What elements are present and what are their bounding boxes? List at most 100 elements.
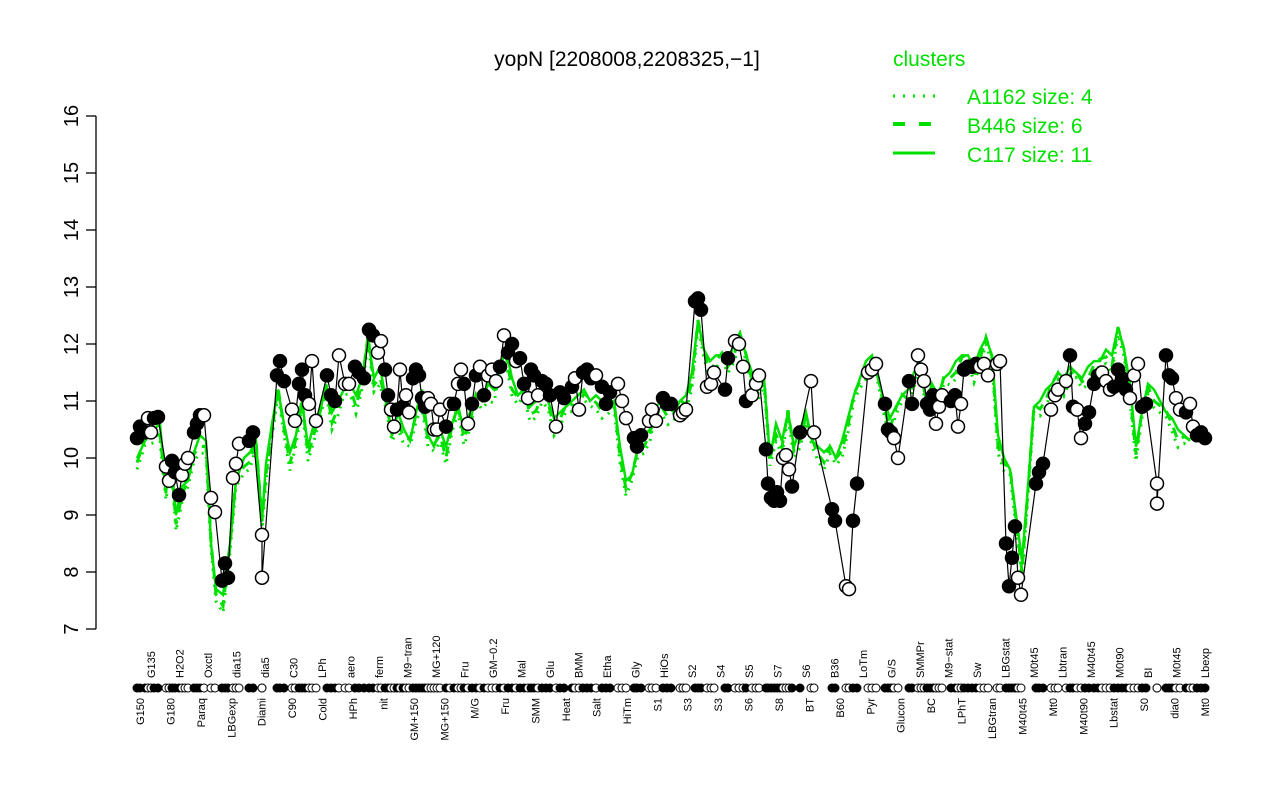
filled-point xyxy=(663,396,679,412)
rug-point xyxy=(153,683,163,693)
x-tick-label: LBGtran xyxy=(987,698,999,739)
expression-polyline xyxy=(136,297,1206,595)
open-point xyxy=(678,402,694,417)
open-point xyxy=(588,368,604,383)
x-tick-label: M/G xyxy=(470,698,482,719)
open-point xyxy=(610,376,626,392)
rug-point xyxy=(279,683,289,693)
x-tick-label: S0 xyxy=(1139,698,1151,711)
x-tick-label: Oxctl xyxy=(203,653,215,678)
open-point xyxy=(781,462,797,477)
x-tick-label: HiTm xyxy=(622,698,634,724)
filled-point xyxy=(504,336,520,352)
filled-point xyxy=(1004,550,1020,566)
x-tick-label: BT xyxy=(804,698,816,712)
open-point xyxy=(731,336,747,352)
rug-point xyxy=(983,683,993,693)
filled-point xyxy=(849,476,865,491)
filled-point xyxy=(476,388,492,403)
filled-point xyxy=(319,368,335,383)
open-point xyxy=(548,419,564,434)
rug-point xyxy=(795,683,805,693)
x-tick-label: dia0 xyxy=(1170,698,1182,719)
open-point xyxy=(287,413,303,429)
x-tick-label: M9−stat xyxy=(944,639,956,678)
x-tick-label: HiOs xyxy=(659,653,671,678)
filled-point xyxy=(446,396,462,412)
x-tick-label: G150 xyxy=(135,698,147,725)
x-tick-label: S4 xyxy=(716,665,728,678)
filled-point xyxy=(272,353,288,369)
y-tick-label: 7 xyxy=(61,623,83,634)
rug-point xyxy=(852,683,862,693)
x-tick-label: G135 xyxy=(146,651,158,678)
open-point xyxy=(1069,402,1085,417)
cluster-lines xyxy=(135,319,1191,618)
x-tick-label: dia15 xyxy=(232,651,244,678)
filled-point xyxy=(245,425,261,440)
rug-point xyxy=(709,683,719,693)
x-tick-label: Paraq xyxy=(196,698,208,727)
x-tick-label: M9−tran xyxy=(402,637,414,678)
rug-point xyxy=(666,683,676,693)
x-tick-label: GM−0.2 xyxy=(488,639,500,678)
open-point xyxy=(992,353,1008,369)
x-tick-label: BMM xyxy=(573,652,585,678)
x-tick-label: S3 xyxy=(683,698,695,711)
rug-point xyxy=(257,683,267,693)
x-tick-label: M40t45 xyxy=(1017,698,1029,735)
cluster-c117-line xyxy=(135,320,1191,598)
x-tick-label: Gly xyxy=(630,661,642,678)
filled-point xyxy=(456,376,472,392)
open-point xyxy=(886,430,902,446)
filled-point xyxy=(556,390,572,406)
filled-point xyxy=(512,351,528,366)
filled-point xyxy=(998,536,1014,551)
x-tick-label: Etha xyxy=(602,654,614,678)
filled-point xyxy=(1138,396,1154,412)
open-point xyxy=(1149,476,1165,491)
open-point xyxy=(453,362,469,377)
open-point xyxy=(890,450,906,466)
x-tick-label: Glucon xyxy=(896,698,908,733)
filled-point xyxy=(1081,405,1097,420)
open-point xyxy=(614,393,630,409)
open-point xyxy=(910,348,926,363)
filled-point xyxy=(1007,519,1023,534)
x-tick-label: S1 xyxy=(652,698,664,711)
open-point xyxy=(751,368,767,383)
x-tick-label: Mal xyxy=(516,660,528,678)
open-point xyxy=(1122,390,1138,406)
x-tick-label: GM+150 xyxy=(409,698,421,741)
x-tick-label: Mt0 xyxy=(1200,698,1212,716)
x-tick-label: MG+150 xyxy=(439,698,451,741)
filled-point xyxy=(291,376,307,392)
open-point xyxy=(803,373,819,389)
x-tick-label: Pyr xyxy=(865,698,877,715)
rug-point xyxy=(248,683,258,693)
filled-point xyxy=(171,487,187,503)
filled-point xyxy=(720,351,736,366)
open-point xyxy=(648,413,664,429)
y-tick-label: 10 xyxy=(61,447,83,469)
x-tick-label: S3 xyxy=(713,698,725,711)
open-point xyxy=(530,388,546,403)
filled-point xyxy=(877,396,893,412)
open-point xyxy=(1043,402,1059,417)
x-tick-label: Heat xyxy=(561,698,573,721)
open-point xyxy=(980,368,996,383)
open-point xyxy=(928,416,944,432)
open-point xyxy=(1130,356,1146,372)
filled-point xyxy=(717,382,733,397)
open-point xyxy=(806,425,822,440)
open-point xyxy=(341,376,357,392)
y-tick-label: 14 xyxy=(61,219,83,241)
open-point xyxy=(225,470,241,486)
x-tick-label: Fru xyxy=(500,698,512,715)
expression-line xyxy=(136,297,1206,595)
rug-point xyxy=(1053,683,1063,693)
filled-point xyxy=(327,393,343,409)
filled-point xyxy=(784,479,800,494)
x-tick-label: G/S xyxy=(887,659,899,678)
rug-point xyxy=(636,683,646,693)
